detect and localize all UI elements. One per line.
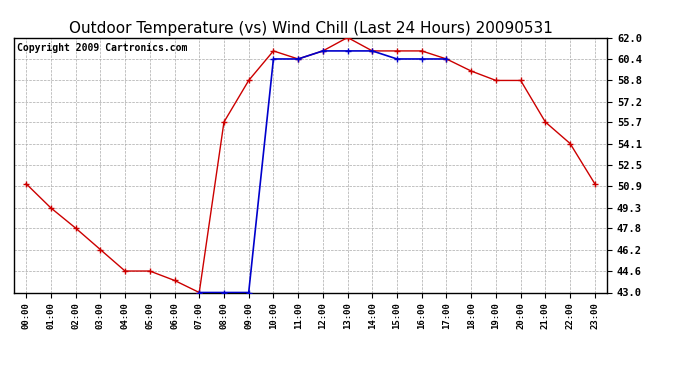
Text: Copyright 2009 Cartronics.com: Copyright 2009 Cartronics.com [17, 43, 187, 52]
Title: Outdoor Temperature (vs) Wind Chill (Last 24 Hours) 20090531: Outdoor Temperature (vs) Wind Chill (Las… [68, 21, 553, 36]
